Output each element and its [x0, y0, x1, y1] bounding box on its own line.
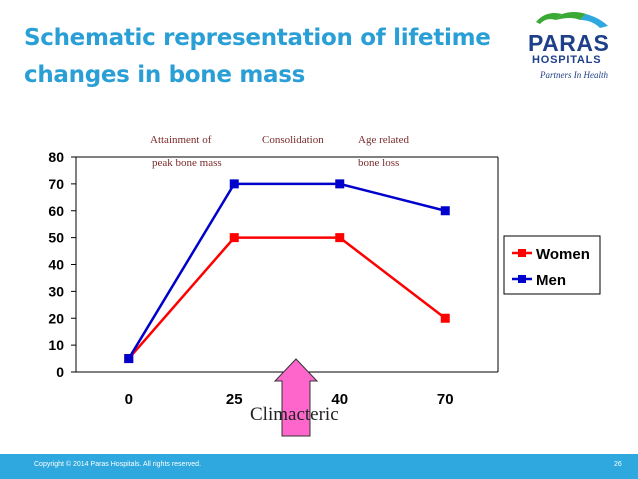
- series-line-men: [127, 182, 446, 360]
- series-line-women: [127, 236, 447, 360]
- legend-box: [503, 235, 601, 295]
- data-point-men: [440, 206, 450, 216]
- y-tick-label: 50: [48, 230, 64, 246]
- page-number: 26: [614, 461, 622, 468]
- logo-tagline: Partners In Health: [540, 70, 608, 80]
- y-tick-label: 70: [48, 176, 64, 192]
- logo-name: PARAS: [528, 30, 610, 56]
- data-point-men: [335, 179, 345, 189]
- page-title: Schematic representation of lifetime cha…: [24, 20, 491, 94]
- title-line-2: changes in bone mass: [24, 62, 306, 88]
- x-tick-label: 40: [331, 391, 348, 408]
- annotation-consolidation: Consolidation: [262, 134, 324, 146]
- climacteric-arrow: [273, 358, 319, 437]
- chart-legend: Women Men: [503, 235, 601, 295]
- x-tick-label: 70: [437, 391, 454, 408]
- logo-wings-icon: [536, 12, 608, 28]
- data-point-women: [229, 233, 239, 243]
- legend-marker-women: [518, 249, 526, 257]
- y-tick-label: 20: [48, 310, 64, 326]
- y-tick-label: 10: [48, 337, 64, 353]
- footer-bar: Copyright © 2014 Paras Hospitals. All ri…: [0, 454, 638, 479]
- climacteric-arrow-shape: [273, 358, 319, 437]
- y-tick-label: 30: [48, 283, 64, 299]
- data-point-women: [335, 233, 345, 243]
- y-tick-label: 40: [48, 257, 64, 273]
- legend-label-women: Women: [536, 246, 590, 263]
- y-tick-label: 0: [56, 364, 64, 380]
- x-tick-label: 25: [226, 391, 243, 408]
- legend-label-men: Men: [536, 272, 566, 289]
- y-tick-label: 60: [48, 203, 64, 219]
- legend-marker-men: [518, 275, 526, 283]
- logo-sub: HOSPITALS: [532, 54, 602, 66]
- climacteric-label: Climacteric: [250, 404, 339, 425]
- x-tick-label: 0: [125, 391, 133, 408]
- annotation-peak-bone-mass: peak bone mass: [152, 157, 222, 169]
- title-line-1: Schematic representation of lifetime: [24, 25, 491, 51]
- y-tick-label: 80: [48, 149, 64, 165]
- paras-logo: PARAS HOSPITALS Partners In Health: [516, 8, 626, 88]
- data-point-women: [440, 313, 450, 323]
- data-point-men: [124, 354, 134, 364]
- annotation-bone-loss: bone loss: [358, 157, 400, 169]
- annotation-age-related: Age related: [358, 134, 409, 146]
- data-point-men: [229, 179, 239, 189]
- annotation-attainment: Attainment of: [150, 134, 212, 146]
- copyright-text: Copyright © 2014 Paras Hospitals. All ri…: [34, 461, 202, 468]
